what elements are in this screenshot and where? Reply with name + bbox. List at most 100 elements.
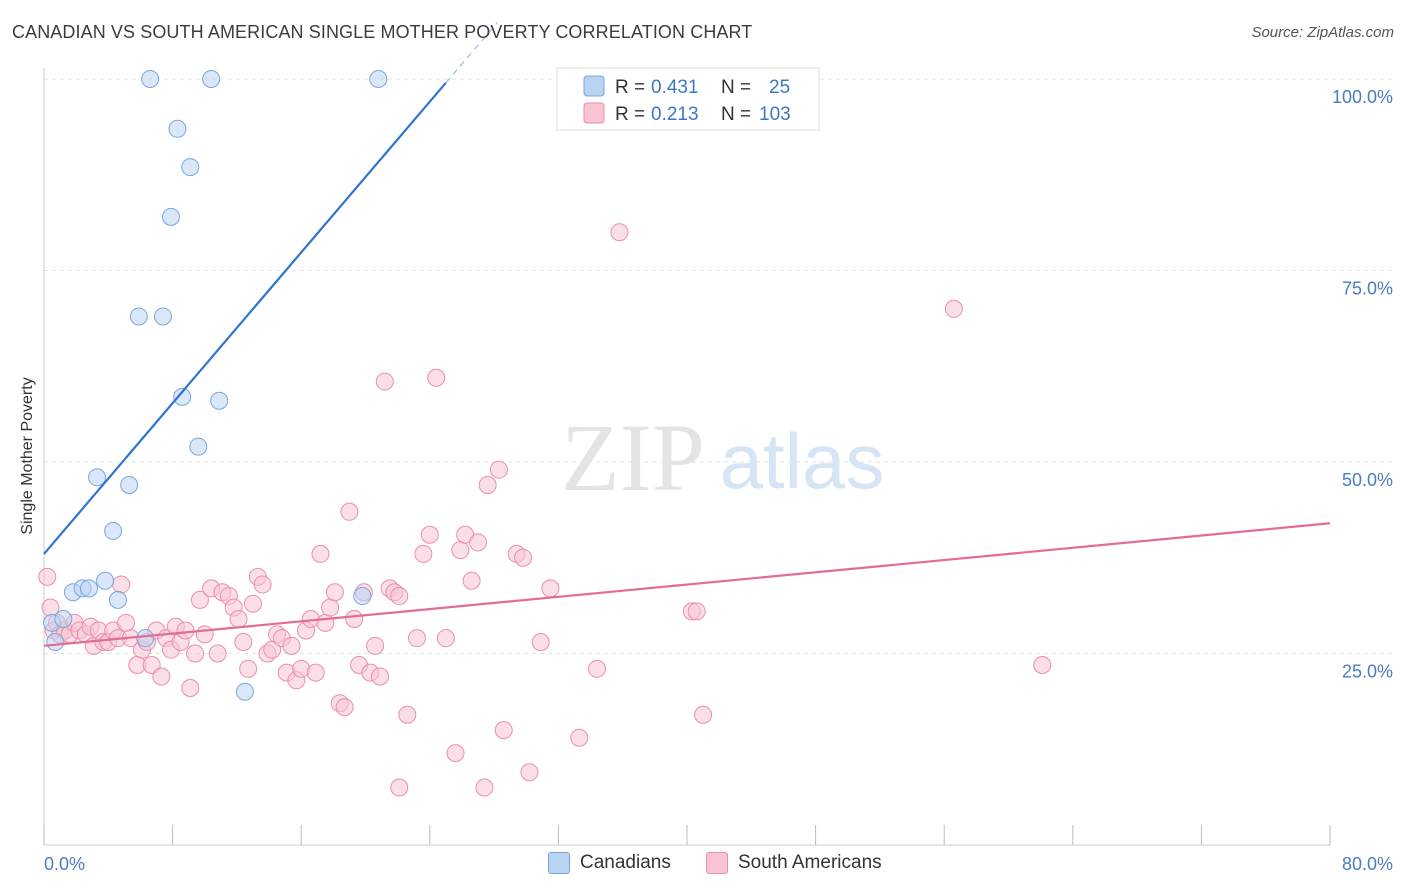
south-americans-point [345, 610, 364, 629]
legend-n-value-south: 103 [759, 104, 791, 125]
south-americans-point [541, 579, 560, 598]
canadians-point [353, 587, 372, 606]
south-americans-point [520, 763, 539, 782]
canadians-point [104, 521, 123, 540]
canadians-point [88, 468, 107, 487]
canadians-point [120, 475, 139, 494]
watermark-zip: ZIP [561, 404, 705, 511]
south-americans-point [340, 502, 359, 521]
x-tick-label-max: 80.0% [1342, 854, 1393, 874]
trend-lines [43, 22, 1331, 647]
canadians-point [161, 207, 180, 226]
canadians-point [129, 307, 148, 326]
south-americans-point [407, 629, 426, 648]
y-tick-label: 100.0% [1332, 87, 1393, 107]
south-americans-point [375, 372, 394, 391]
south-americans-point [366, 636, 385, 655]
south-americans-point [462, 571, 481, 590]
canadians-point [235, 682, 254, 701]
south-americans-point [116, 613, 135, 632]
y-tick-label: 75.0% [1342, 279, 1393, 299]
south-americans-point [570, 728, 589, 747]
canadians-point [369, 70, 388, 88]
legend-r-value-south: 0.213 [651, 104, 699, 125]
watermark-atlas: atlas [720, 417, 885, 505]
bottom-legend-label-south: South Americans [738, 852, 882, 873]
canadians-point [108, 590, 127, 609]
south-americans-point [414, 544, 433, 563]
chart-title: CANADIAN VS SOUTH AMERICAN SINGLE MOTHER… [12, 22, 753, 42]
south-americans-point [610, 223, 629, 242]
south-americans-point [446, 744, 465, 763]
south-americans-point [306, 663, 325, 682]
south-americans-point [190, 590, 209, 609]
south-americans-point [587, 659, 606, 678]
south-americans-point [436, 629, 455, 648]
canadians-point [210, 391, 229, 410]
south-americans-point [229, 610, 248, 629]
south-americans-point [489, 460, 508, 479]
y-tick-label: 50.0% [1342, 470, 1393, 490]
south-americans-point [142, 655, 161, 674]
south-americans-point [234, 633, 253, 652]
south-americans-trend-line [43, 522, 1331, 647]
south-americans-point [398, 705, 417, 724]
south-americans-point [325, 583, 344, 602]
legend-swatch-canadians [583, 75, 605, 97]
canadians-point [80, 579, 99, 598]
south-americans-point [1033, 655, 1052, 674]
south-americans-point [420, 525, 439, 544]
canadians-point [202, 70, 221, 88]
bottom-legend-canadians: Canadians [548, 852, 671, 874]
canadians-point [54, 610, 73, 629]
canadians-point [46, 633, 65, 652]
bottom-legend-swatch-south [706, 852, 728, 874]
south-americans-point [469, 533, 488, 552]
canadians-point [153, 307, 172, 326]
canadians-point [181, 158, 200, 177]
legend-r-value-canadians: 0.431 [651, 77, 699, 98]
canadians-points [43, 70, 388, 701]
canadians-point [141, 70, 160, 88]
south-americans-point [370, 667, 389, 686]
south-americans-point [687, 602, 706, 621]
south-americans-points [38, 223, 1052, 797]
south-americans-point [531, 633, 550, 652]
south-americans-point [239, 659, 258, 678]
legend-top: R = 0.431 N = 25 R = 0.213 N = 103 [556, 67, 820, 131]
south-americans-point [335, 698, 354, 717]
south-americans-point [311, 544, 330, 563]
south-americans-point [478, 475, 497, 494]
bottom-legend-south-americans: South Americans [706, 852, 882, 874]
south-americans-point [181, 678, 200, 697]
south-americans-point [243, 594, 262, 613]
south-americans-point [186, 644, 205, 663]
south-americans-point [38, 567, 57, 586]
south-americans-point [514, 548, 533, 567]
chart-source: Source: ZipAtlas.com [1251, 24, 1394, 41]
south-americans-point [195, 625, 214, 644]
legend-r-label-south: R = [615, 104, 645, 125]
south-americans-point [451, 541, 470, 560]
canadians-point [136, 629, 155, 648]
canadians-trend-line-extension [445, 22, 498, 84]
grid-layer: 25.0% 50.0% 75.0% 100.0% [44, 78, 1393, 682]
canadians-point [168, 119, 187, 138]
south-americans-point [944, 299, 963, 318]
south-americans-point [427, 368, 446, 387]
south-americans-point [152, 667, 171, 686]
x-tick-label-min: 0.0% [44, 854, 85, 874]
south-americans-point [321, 598, 340, 617]
y-tick-label: 25.0% [1342, 662, 1393, 682]
south-americans-point [694, 705, 713, 724]
legend-r-label-canadians: R = [615, 77, 645, 98]
canadians-trend-line [43, 82, 447, 555]
bottom-legend-label-canadians: Canadians [580, 852, 671, 873]
south-americans-point [112, 575, 131, 594]
canadians-point [96, 571, 115, 590]
south-americans-point [208, 644, 227, 663]
canadians-point [173, 387, 192, 406]
south-americans-point [282, 636, 301, 655]
axis-layer [43, 68, 1331, 846]
